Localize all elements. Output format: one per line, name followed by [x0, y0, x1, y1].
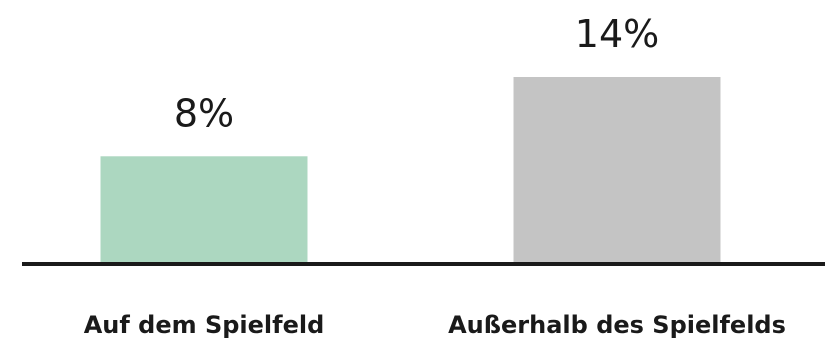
bar — [100, 156, 308, 262]
category-label: Außerhalb des Spielfelds — [448, 311, 786, 338]
category-label: Auf dem Spielfeld — [84, 311, 325, 338]
data-label: 14% — [575, 12, 659, 56]
bar — [513, 77, 721, 262]
bars-group — [100, 77, 721, 262]
data-label: 8% — [174, 91, 234, 135]
labels-group: 8% Auf dem Spielfeld 14% Außerhalb des Spie… — [84, 12, 786, 338]
